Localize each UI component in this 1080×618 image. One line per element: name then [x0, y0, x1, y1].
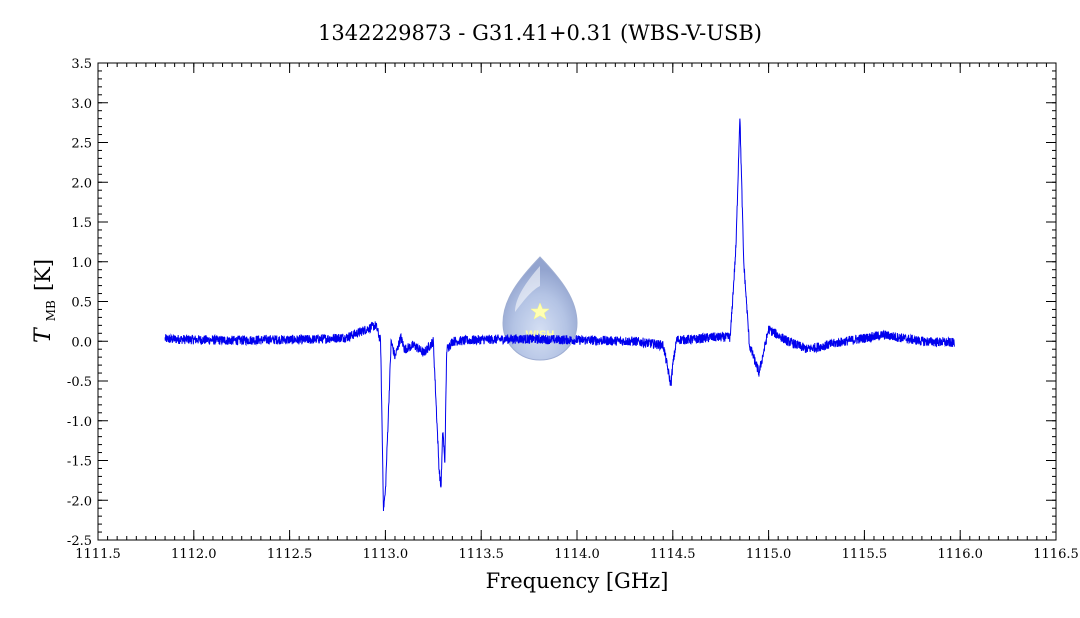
y-tick-label: -2.5 [67, 534, 92, 549]
x-axis-label: Frequency [GHz] [486, 569, 669, 593]
y-tick-label: 3.5 [71, 57, 92, 72]
y-tick-label: 0.5 [71, 296, 92, 311]
spectrum-line [164, 118, 955, 511]
x-tick-label: 1112.5 [267, 547, 313, 562]
y-tick-label: 1.5 [71, 216, 92, 231]
y-axis-symbol: T [31, 326, 56, 343]
y-tick-label: 2.0 [71, 176, 92, 191]
x-tick-label: 1115.5 [842, 547, 888, 562]
y-axis-unit: [K] [31, 259, 55, 291]
x-tick-label: 1114.0 [554, 547, 600, 562]
x-tick-label: 1113.0 [363, 547, 409, 562]
x-tick-labels: 1111.5 1112.0 1112.5 1113.0 1113.5 1114.0 1114… [75, 547, 1079, 562]
plot-area: 1111.5 1112.0 1112.5 1113.0 1113.5 1114.0 1114… [67, 57, 1079, 562]
y-axis-subscript: MB [44, 300, 58, 321]
major-ticks [97, 62, 1057, 541]
star-icon [530, 302, 550, 320]
x-tick-label: 1112.0 [171, 547, 217, 562]
x-tick-label: 1115.0 [746, 547, 792, 562]
y-tick-label: -1.0 [67, 415, 92, 430]
minor-ticks [97, 62, 1057, 541]
chart-title: 1342229873 - G31.41+0.31 (WBS-V-USB) [318, 21, 762, 45]
y-tick-label: -0.5 [67, 375, 92, 390]
x-tick-label: 1116.0 [937, 547, 983, 562]
x-tick-label: 1116.5 [1033, 547, 1079, 562]
x-tick-label: 1113.5 [458, 547, 504, 562]
wish-logo-watermark: WISH [502, 256, 578, 361]
y-axis-label: T MB [K] [31, 259, 59, 343]
x-tick-label: 1111.5 [75, 547, 121, 562]
y-tick-label: 0.0 [71, 335, 92, 350]
y-tick-label: -2.0 [67, 494, 92, 509]
svg-text:T MB [K]: T MB [K] [31, 259, 59, 343]
y-tick-label: 1.0 [71, 256, 92, 271]
plot-frame [97, 62, 1057, 541]
drop-highlight [515, 266, 540, 312]
x-tick-label: 1114.5 [650, 547, 696, 562]
y-tick-labels: -2.5 -2.0 -1.5 -1.0 -0.5 0.0 0.5 1.0 1.5 2.0 2.5 3.… [67, 57, 92, 549]
y-tick-label: 2.5 [71, 137, 92, 152]
y-tick-label: 3.0 [71, 97, 92, 112]
y-tick-label: -1.5 [67, 455, 92, 470]
